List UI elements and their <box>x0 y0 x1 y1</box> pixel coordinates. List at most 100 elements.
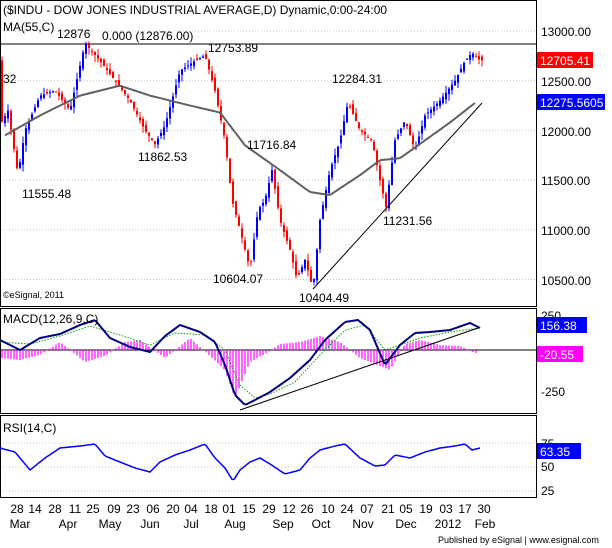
ma-55-line <box>4 84 476 196</box>
candle-body <box>283 225 285 232</box>
candle-body <box>25 128 27 146</box>
price-badge-bg <box>537 52 593 68</box>
candle-body <box>268 182 270 198</box>
x-month-label: 2012 <box>435 517 462 531</box>
candle-body <box>184 67 186 70</box>
candle-body <box>4 116 6 124</box>
candle-body <box>358 122 360 129</box>
candle-body <box>364 131 366 135</box>
rsi-badge-bg <box>537 443 581 459</box>
rsi-tick-25: 25 <box>541 484 555 498</box>
price-badge-text: 12705.41 <box>540 54 590 68</box>
candle-body <box>76 79 78 90</box>
price-panel-frame <box>0 0 537 307</box>
price-tick-12500: 12500.00 <box>541 75 591 89</box>
x-day-label: 12 <box>282 502 296 516</box>
x-day-label: 01 <box>222 502 236 516</box>
candle-body <box>340 135 342 144</box>
candle-body <box>346 106 348 123</box>
candle-body <box>373 141 375 151</box>
candle-body <box>469 55 471 61</box>
macd-badge: 156.38 <box>537 317 587 333</box>
candlestick-series <box>1 41 483 286</box>
x-month-label: Mar <box>10 517 31 531</box>
candle-body <box>280 208 282 223</box>
x-day-label: 10 <box>321 502 335 516</box>
candle-body <box>73 92 75 108</box>
x-day-label: 11 <box>69 502 82 516</box>
x-day-label: 20 <box>166 502 180 516</box>
candle-body <box>271 170 273 182</box>
x-day-label: 21 <box>381 502 395 516</box>
candle-body <box>244 240 246 250</box>
macd-histogram <box>1 336 477 396</box>
rsi-panel-frame <box>0 415 537 498</box>
macd-panel-label: MACD(12,26,9,C) <box>3 312 98 326</box>
candle-body <box>136 110 138 115</box>
candle-body <box>208 59 210 70</box>
candle-body <box>394 140 396 163</box>
candle-body <box>181 69 183 75</box>
candle-body <box>166 118 168 128</box>
candle-body <box>199 58 201 60</box>
x-month-label: Jun <box>140 517 159 531</box>
candle-body <box>46 91 48 94</box>
candle-body <box>205 53 207 60</box>
candle-body <box>154 141 156 145</box>
x-day-label: 29 <box>262 502 276 516</box>
annotation-11231: 11231.56 <box>383 214 432 228</box>
candle-body <box>370 139 372 141</box>
candle-body <box>88 43 90 48</box>
candle-body <box>145 125 147 132</box>
candle-body <box>55 91 57 93</box>
candle-body <box>397 134 399 139</box>
annotation-10404: 10404.49 <box>299 291 349 305</box>
x-month-label: Oct <box>312 517 331 531</box>
chart-title: ($INDU - DOW JONES INDUSTRIAL AVERAGE,D)… <box>3 3 387 17</box>
annotation-11862: 11862.53 <box>138 150 187 164</box>
price-tick-13000: 13000.00 <box>541 25 591 39</box>
prior-high-note: 0.000 (12876.00) <box>102 29 193 43</box>
price-annotations: 12876 12753.89 11555.48 11862.53 11716.8… <box>22 27 432 305</box>
candle-body <box>430 109 432 114</box>
candle-body <box>139 117 141 121</box>
candle-body <box>298 273 300 275</box>
candle-body <box>217 88 219 106</box>
candle-body <box>307 260 309 271</box>
candle-body <box>160 132 162 137</box>
rsi-panel-label: RSI(14,C) <box>3 421 56 435</box>
x-month-label: Aug <box>224 517 245 531</box>
candle-body <box>331 164 333 178</box>
x-day-label: 24 <box>340 502 354 516</box>
candle-body <box>124 90 126 94</box>
candle-body <box>214 77 216 91</box>
candle-body <box>232 181 234 204</box>
rsi-badge: 63.35 <box>537 443 581 459</box>
candle-body <box>385 193 387 207</box>
candle-body <box>49 92 51 94</box>
candle-body <box>31 114 33 121</box>
annotation-high-12876: 12876 <box>57 27 91 41</box>
x-day-label: 25 <box>86 502 100 516</box>
candle-body <box>253 239 255 260</box>
macd-line <box>0 318 481 406</box>
annotation-12284: 12284.31 <box>332 72 382 86</box>
candle-body <box>58 92 60 96</box>
candle-body <box>70 106 72 110</box>
candle-body <box>202 56 204 59</box>
candle-body <box>13 128 15 149</box>
candle-body <box>460 68 462 73</box>
candle-body <box>454 80 456 86</box>
price-badge: 12705.41 <box>537 52 593 68</box>
candle-body <box>103 59 105 67</box>
candle-body <box>424 115 426 128</box>
candle-body <box>34 107 36 112</box>
x-day-label: 14 <box>28 502 42 516</box>
candle-body <box>304 259 306 269</box>
candle-body <box>403 122 405 127</box>
x-day-label: 28 <box>48 502 62 516</box>
candle-body <box>10 111 12 130</box>
hist-badge-bg <box>537 346 583 362</box>
candle-body <box>97 55 99 59</box>
